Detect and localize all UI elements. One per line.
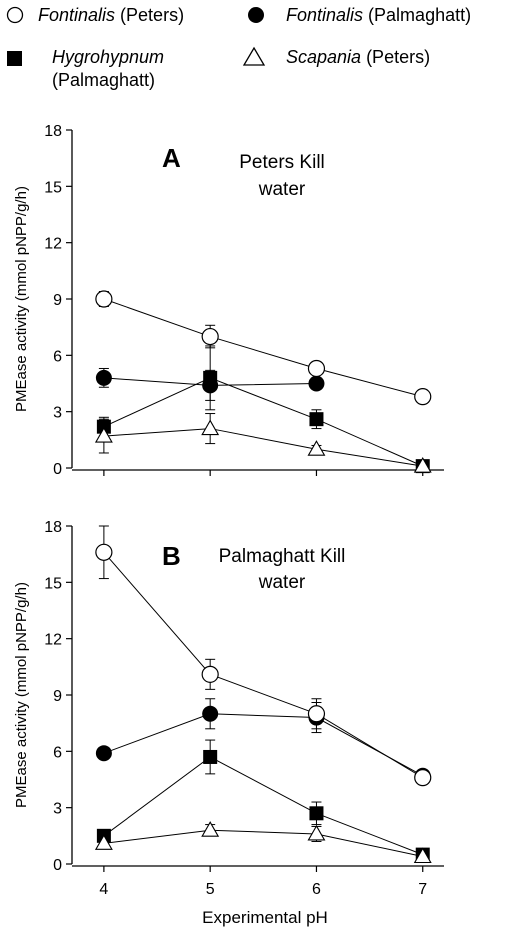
legend-label: Hygrohypnum [52,47,164,67]
legend-marker-filled-square [7,51,22,66]
y-tick-label: 12 [44,236,62,253]
panel-title-line: water [258,179,306,200]
data-point-fontinalis-palmaghatt [95,369,112,386]
legend-item-fontinalis-peters: Fontinalis (Peters) [6,5,184,25]
y-tick-label: 15 [44,179,62,196]
y-tick-label: 6 [53,744,62,761]
y-tick-label: 18 [44,519,62,536]
x-tick-label: 5 [206,881,215,898]
panel-title-line: Peters Kill [239,152,325,173]
data-point-fontinalis-palmaghatt [95,745,112,762]
data-point-fontinalis-peters [307,705,326,723]
legend-item-hygrohypnum-palmaghatt: Hygrohypnum (Palmaghatt) [7,47,164,90]
legend-label: Fontinalis (Palmaghatt) [286,5,471,25]
y-tick-label: 0 [53,461,62,478]
legend-label: (Palmaghatt) [52,70,155,90]
y-tick-label: 18 [44,123,62,140]
y-tick-label: 12 [44,632,62,649]
data-point-fontinalis-peters [307,359,326,378]
legend-item-scapania-peters: Scapania (Peters) [242,46,430,67]
data-point-hygrohypnum-palmaghatt [203,749,218,764]
x-axis-title: Experimental pH [202,908,328,927]
y-axis-title: PMEase activity (mmol pNPP/g/h) [13,186,30,412]
panel-a: 0 3 6 9 12 15 18 PMEase activity (mmol pNPP/g/h… [13,123,444,478]
y-tick-label: 0 [53,857,62,874]
y-axis-title: PMEase activity (mmol pNPP/g/h) [13,582,30,808]
series-line-fontinalis-palmaghatt [103,713,423,777]
y-tick-label: 9 [53,688,62,705]
legend-label: Scapania (Peters) [286,47,430,67]
data-point-hygrohypnum-palmaghatt [309,806,324,821]
data-point-fontinalis-peters [201,327,219,346]
series-line-scapania-peters [103,428,423,467]
data-point-fontinalis-peters [95,543,113,561]
panel-b: 0 3 6 9 12 15 18 4 5 6 7 PMEase activity (mmol pNPP… [13,519,444,898]
data-point-scapania-peters [307,440,326,456]
legend-label: Fontinalis (Peters) [38,5,184,25]
data-point-fontinalis-peters [95,290,113,308]
data-point-scapania-peters [201,419,220,436]
x-tick-label: 4 [99,881,108,898]
data-point-hygrohypnum-palmaghatt [309,412,324,427]
data-point-fontinalis-palmaghatt [308,375,325,392]
data-point-fontinalis-peters [201,665,219,683]
x-tick-label: 6 [312,881,321,898]
data-point-scapania-peters [94,426,113,443]
legend-marker-filled-circle [248,7,264,23]
data-point-scapania-peters [201,821,220,837]
data-point-scapania-peters [307,824,326,841]
y-tick-label: 15 [44,575,62,592]
series-line-fontinalis-peters [103,298,423,398]
legend-marker-open-circle [6,6,24,24]
y-tick-label: 3 [53,801,62,818]
legend-marker-open-triangle [242,46,266,66]
data-point-scapania-peters [413,847,432,864]
series-line-fontinalis-peters [103,551,424,779]
panel-letter: B [162,541,181,571]
y-tick-label: 9 [53,292,62,309]
data-point-scapania-peters [413,457,432,473]
data-point-scapania-peters [94,834,113,850]
data-point-fontinalis-palmaghatt [202,705,219,722]
series-line-scapania-peters [103,829,423,857]
legend: Fontinalis (Peters) Fontinalis (Palmagha… [6,5,471,90]
panel-title-line: water [258,572,306,593]
series-line-hygrohypnum-palmaghatt [103,756,423,856]
panel-letter: A [162,143,181,173]
data-point-hygrohypnum-palmaghatt [96,419,111,434]
data-point-fontinalis-peters [414,388,432,406]
panel-title-line: Palmaghatt Kill [219,546,346,567]
x-tick-label: 7 [418,881,427,898]
data-point-fontinalis-peters [414,769,432,787]
data-point-hygrohypnum-palmaghatt [203,370,218,385]
legend-item-fontinalis-palmaghatt: Fontinalis (Palmaghatt) [248,5,471,25]
y-tick-label: 3 [53,405,62,422]
series-line-hygrohypnum-palmaghatt [103,377,423,467]
y-tick-label: 6 [53,348,62,365]
